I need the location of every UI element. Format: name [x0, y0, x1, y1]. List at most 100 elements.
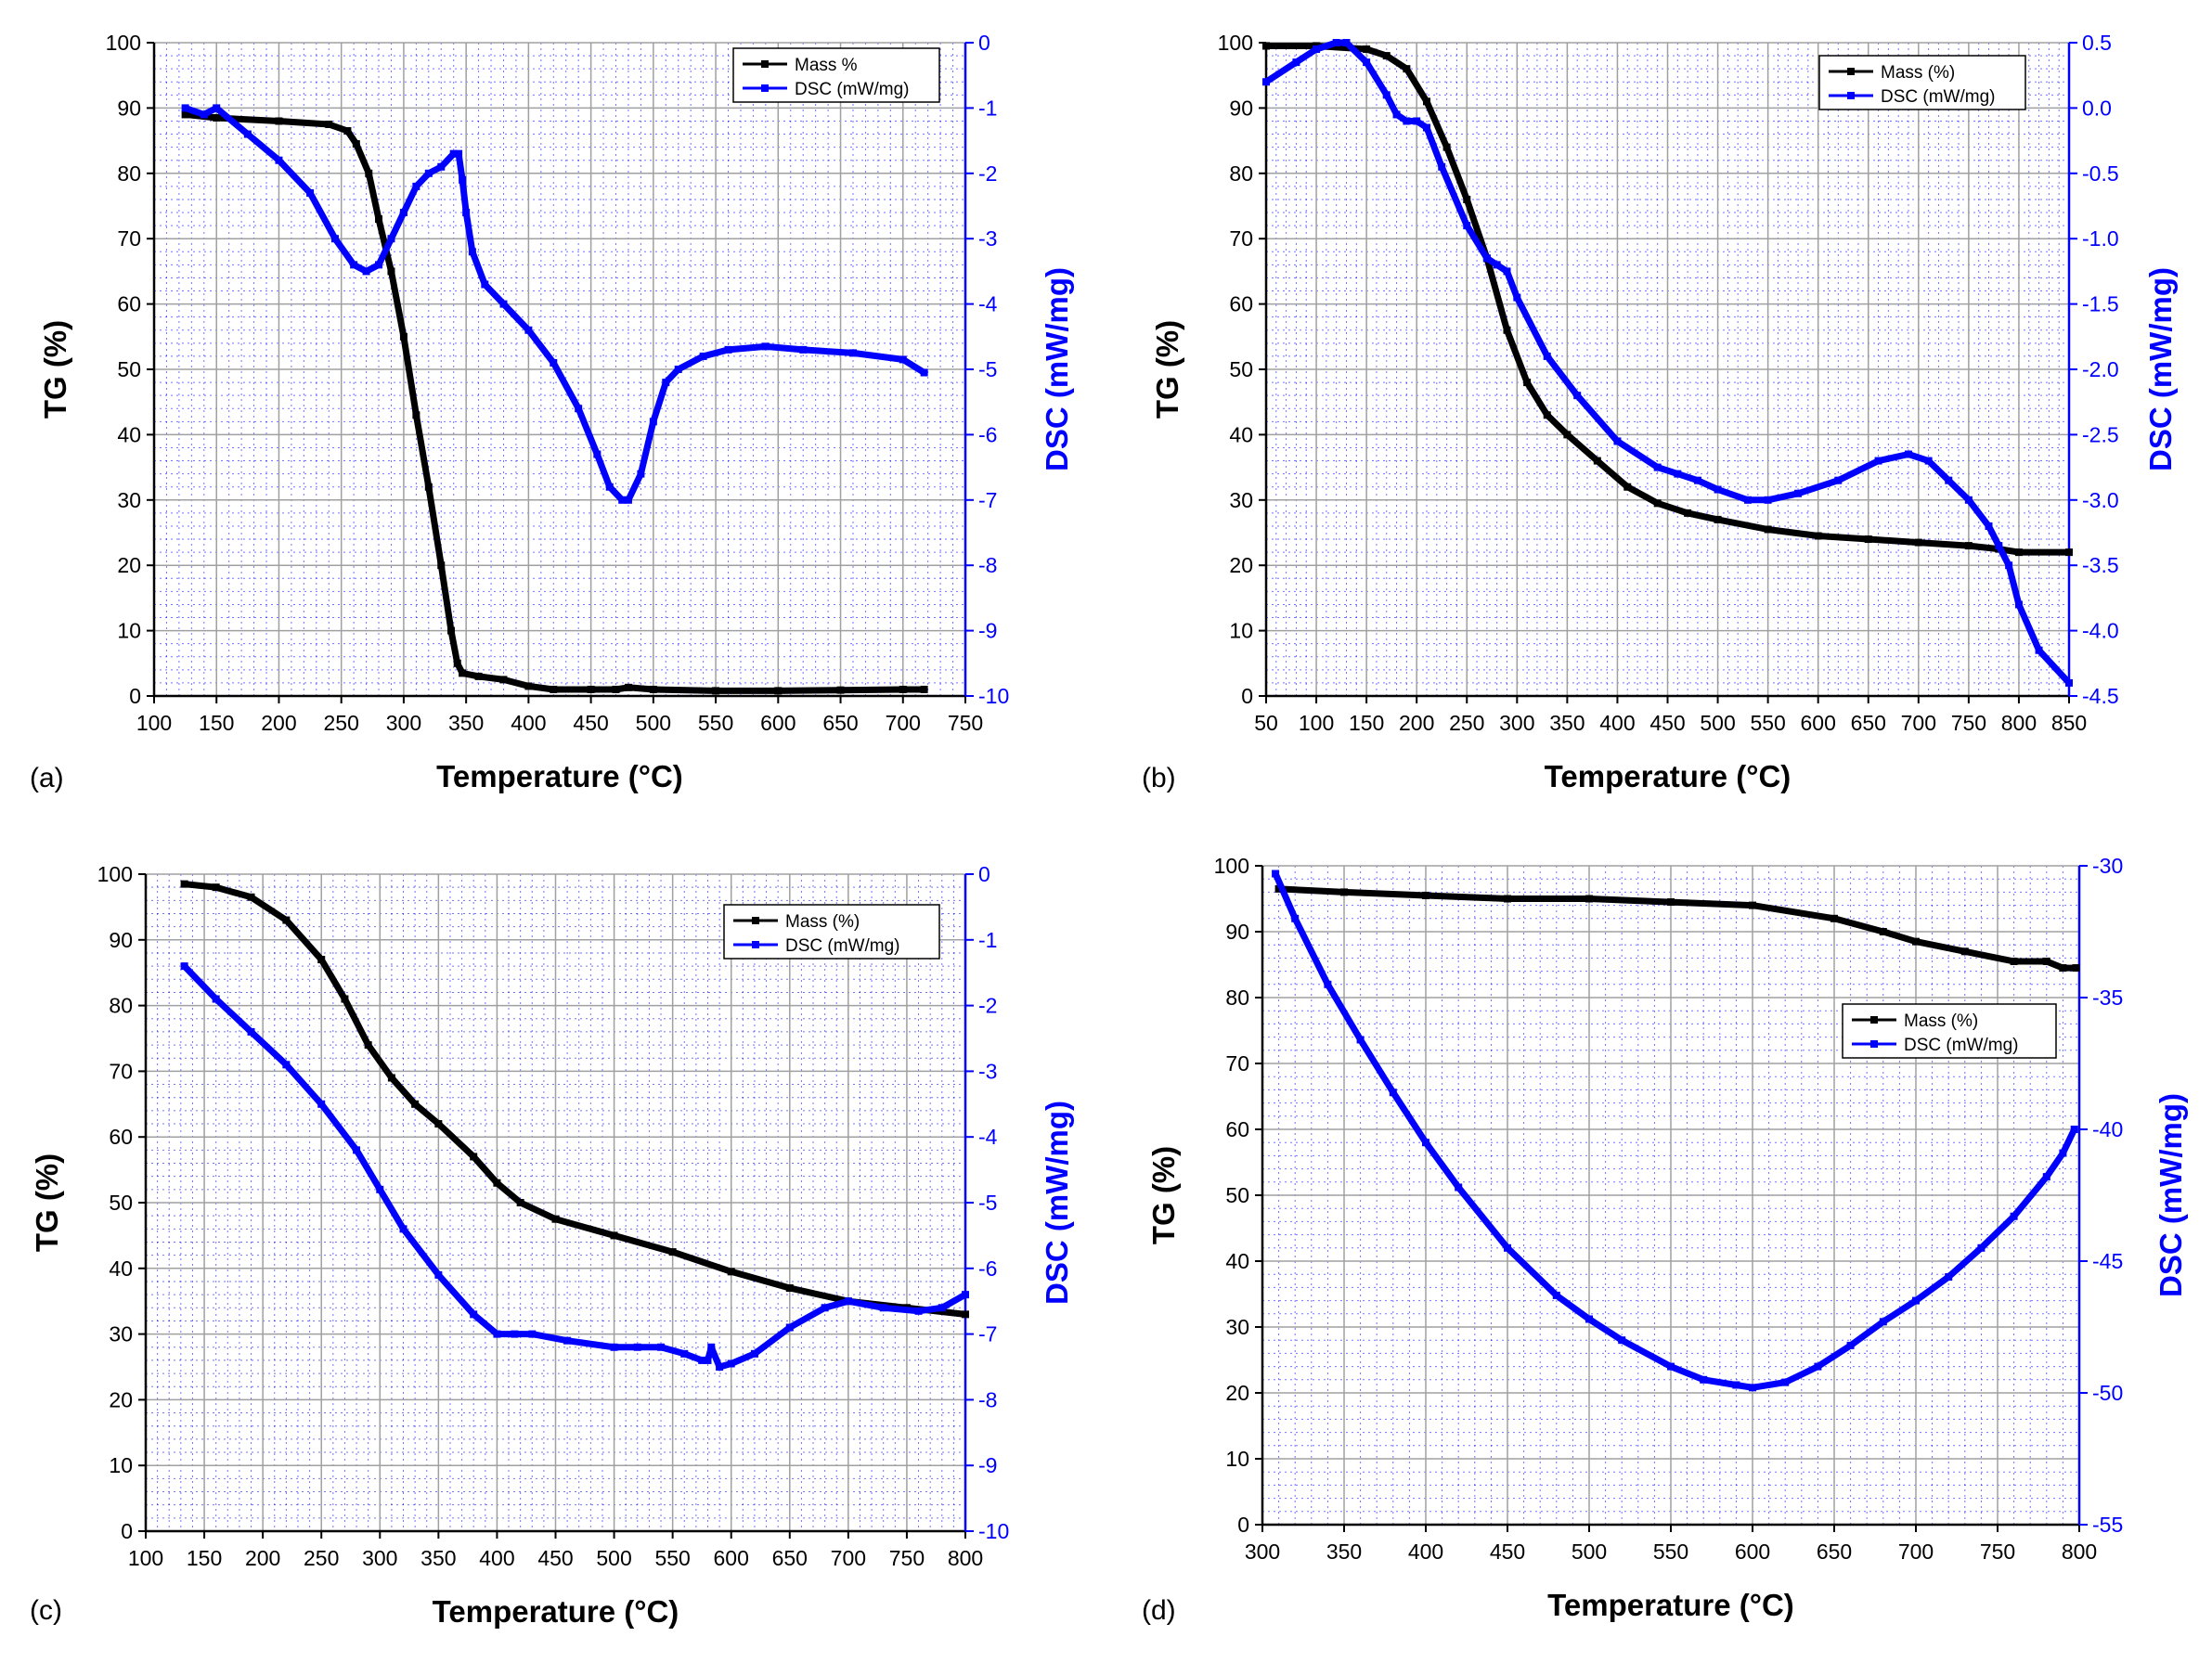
mass-point — [375, 215, 383, 224]
legend-swatch-marker — [752, 917, 759, 924]
mass-point — [474, 672, 483, 680]
mass-point — [1593, 457, 1601, 465]
mass-point — [1814, 532, 1822, 540]
dsc-series — [181, 104, 928, 504]
dsc-point — [1513, 293, 1521, 302]
mass-point — [1912, 937, 1920, 946]
dsc-point — [1403, 117, 1411, 125]
legend-swatch-marker — [1847, 92, 1855, 99]
x-axis-title: Temperature (°C) — [1545, 759, 1792, 793]
panel-label: (c) — [30, 1595, 62, 1626]
dsc-point — [330, 235, 339, 243]
dsc-point — [2014, 600, 2023, 609]
mass-point — [275, 117, 283, 125]
y-left-tick-label: 100 — [106, 31, 141, 55]
mass-point — [1423, 97, 1430, 106]
x-tick-label: 250 — [304, 1546, 339, 1570]
x-tick-label: 550 — [654, 1546, 690, 1570]
y-left-tick-label: 30 — [1229, 488, 1253, 512]
x-tick-label: 600 — [714, 1546, 749, 1570]
dsc-series — [1272, 870, 2078, 1392]
dsc-point — [424, 169, 433, 177]
y-right-axis-title: DSC (mW/mg) — [1040, 1101, 1074, 1305]
major-grid — [145, 873, 966, 1532]
mass-point — [470, 1153, 478, 1161]
chart-panel-d: 300 350 400 450 500 550 600 650 700 750 800 0 10 20 30… — [1142, 854, 2188, 1626]
dsc-point — [938, 1304, 946, 1312]
dsc-point — [1455, 1183, 1463, 1192]
dsc-point — [247, 1027, 255, 1036]
y-right-tick-label: -6 — [978, 422, 997, 446]
dsc-point — [1693, 476, 1701, 484]
dsc-point — [449, 149, 458, 158]
dsc-point — [212, 995, 220, 1003]
mass-point — [1764, 525, 1772, 534]
dsc-point — [914, 1307, 923, 1315]
dsc-point — [610, 1343, 618, 1351]
dsc-point — [1504, 1243, 1511, 1252]
mass-point — [1363, 45, 1371, 54]
dsc-point — [1905, 450, 1912, 458]
dsc-point — [707, 1343, 716, 1351]
y-left-tick-label: 60 — [117, 292, 141, 316]
x-tick-label: 450 — [537, 1546, 573, 1570]
x-tick-label: 650 — [1851, 711, 1886, 735]
dsc-series — [1262, 39, 2073, 687]
x-tick-label: 600 — [1801, 711, 1836, 735]
y-right-tick-label: -4.5 — [2082, 684, 2119, 708]
mass-point — [2014, 548, 2023, 557]
legend-box — [732, 47, 940, 103]
dsc-point — [1781, 1378, 1790, 1386]
dsc-point — [1667, 1362, 1675, 1371]
dsc-point — [2070, 1126, 2078, 1133]
chart-panel-b: 50 100 150 200 250 300 350 400 450 500 550 600 650 70… — [1142, 31, 2178, 793]
x-tick-label: 300 — [1499, 711, 1534, 735]
mass-point — [1543, 411, 1551, 419]
mass-point — [1403, 65, 1411, 73]
mass-point — [2042, 957, 2050, 965]
dsc-point — [698, 1356, 706, 1364]
x-tick-label: 500 — [1572, 1540, 1607, 1564]
mass-point — [2065, 548, 2073, 557]
dsc-point — [470, 1310, 478, 1319]
dsc-point — [1964, 496, 1973, 504]
dsc-point — [1714, 485, 1722, 494]
y-left-tick-label: 100 — [97, 862, 133, 886]
y-right-tick-label: -35 — [2092, 986, 2123, 1010]
x-tick-label: 450 — [1490, 1540, 1525, 1564]
dsc-point — [511, 1330, 519, 1338]
y-left-tick-label: 20 — [109, 1387, 133, 1411]
x-tick-label: 250 — [1449, 711, 1484, 735]
dsc-point — [399, 209, 407, 217]
dsc-point — [524, 326, 533, 334]
y-right-tick-label: -1 — [978, 928, 997, 952]
mass-point — [1442, 143, 1451, 151]
dsc-point — [1382, 91, 1391, 99]
dsc-point — [528, 1330, 537, 1338]
dsc-point — [1392, 110, 1401, 119]
dsc-point — [459, 175, 467, 184]
x-tick-label: 550 — [698, 711, 733, 735]
dsc-point — [275, 156, 283, 164]
y-right-tick-label: 0 — [978, 862, 990, 886]
mass-point — [387, 1074, 395, 1082]
mass-point — [962, 1310, 969, 1319]
x-tick-label: 500 — [636, 711, 671, 735]
legend-swatch-marker — [752, 941, 759, 948]
dsc-point — [437, 162, 446, 171]
dsc-point — [200, 110, 208, 119]
x-tick-label: 850 — [2051, 711, 2087, 735]
mass-point — [1382, 52, 1391, 60]
mass-point — [1563, 431, 1572, 439]
dsc-point — [1363, 58, 1371, 67]
dsc-point — [1700, 1375, 1708, 1384]
dsc-point — [1413, 117, 1421, 125]
y-left-tick-label: 50 — [1229, 357, 1253, 381]
legend-label: DSC (mW/mg) — [1904, 1036, 2018, 1055]
y-right-tick-label: -4 — [978, 292, 998, 316]
dsc-point — [1543, 352, 1551, 360]
mass-point — [1914, 538, 1922, 547]
dsc-point — [499, 300, 508, 308]
y-left-tick-label: 20 — [1225, 1381, 1249, 1405]
dsc-point — [848, 349, 857, 357]
